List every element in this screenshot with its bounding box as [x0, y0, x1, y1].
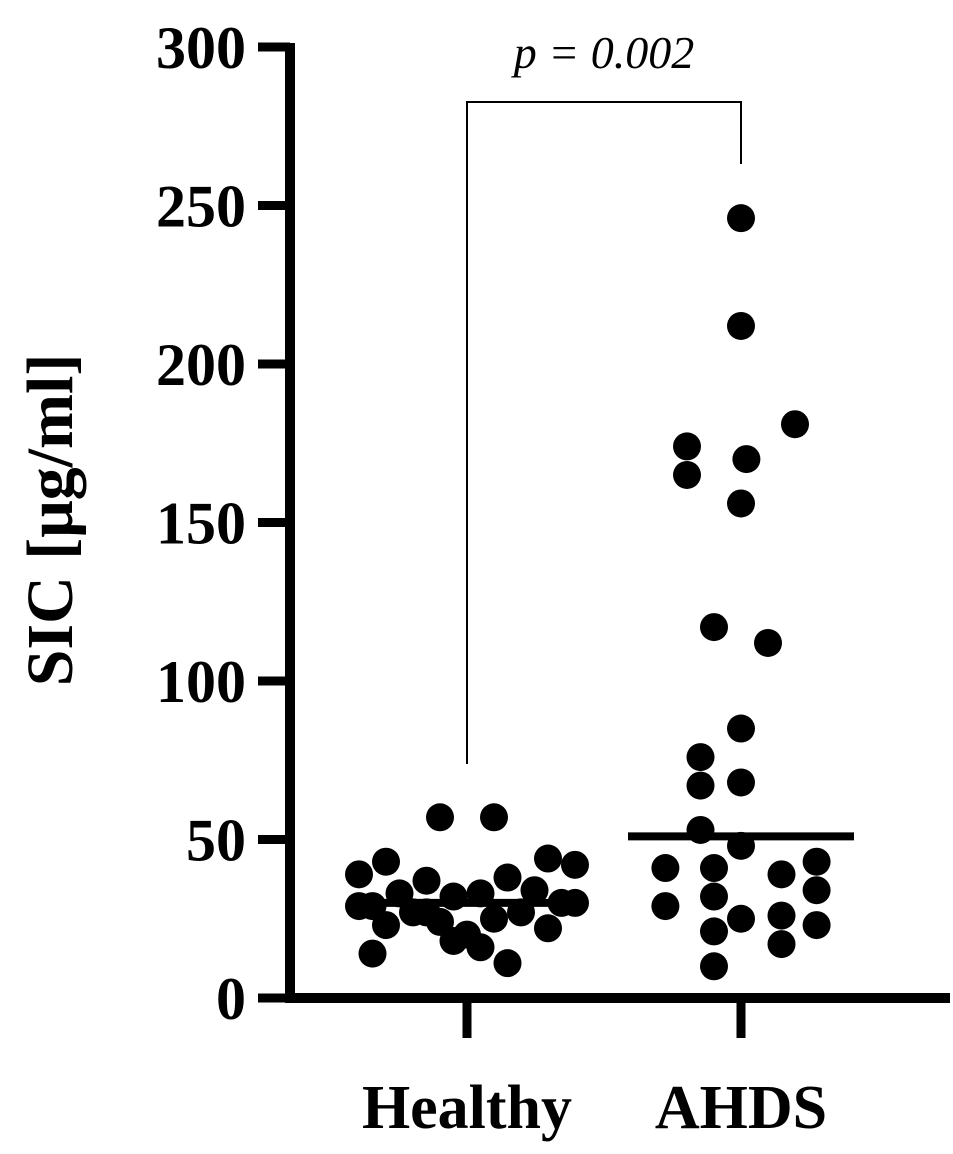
data-point — [727, 768, 755, 797]
data-point — [700, 917, 728, 946]
median-lines — [354, 832, 854, 907]
data-point — [651, 854, 680, 883]
data-point — [700, 613, 728, 642]
data-point — [520, 876, 549, 905]
data-point — [700, 854, 728, 883]
data-point — [754, 628, 782, 657]
data-point — [727, 489, 755, 518]
data-point — [767, 901, 796, 930]
data-point — [412, 866, 441, 895]
data-point — [732, 445, 761, 474]
p-value-label: p = 0.002 — [511, 27, 695, 78]
data-point — [673, 460, 701, 489]
data-point — [686, 743, 715, 772]
data-point — [561, 850, 589, 879]
data-point — [372, 911, 400, 940]
significance-bracket-line — [466, 101, 742, 764]
x-ticks: Healthy AHDS — [362, 998, 827, 1142]
data-point — [802, 847, 831, 876]
x-tick-label: Healthy — [362, 1074, 572, 1142]
data-point — [802, 876, 831, 905]
y-tick-label: 50 — [186, 808, 246, 874]
data-point — [345, 860, 373, 889]
data-point — [534, 844, 562, 873]
y-axis-label: SIC [μg/ml] — [14, 354, 87, 687]
data-point — [480, 803, 508, 832]
data-point — [493, 949, 522, 978]
data-point — [480, 904, 508, 933]
data-point — [686, 771, 715, 800]
y-tick-label: 250 — [156, 174, 246, 240]
significance-bracket: p = 0.002 — [466, 27, 742, 764]
data-point — [358, 939, 387, 968]
data-point — [767, 860, 796, 889]
data-point — [372, 847, 400, 876]
data-point — [781, 410, 809, 439]
data-point — [700, 882, 728, 911]
data-point — [727, 904, 755, 933]
data-point — [727, 714, 755, 743]
y-tick-label: 200 — [156, 332, 246, 398]
data-point — [727, 204, 755, 233]
data-point — [453, 920, 481, 949]
data-point — [534, 914, 562, 943]
x-tick-label: AHDS — [655, 1074, 827, 1142]
y-ticks: 0 50 100 150 200 250 300 — [156, 15, 290, 1032]
data-point — [651, 892, 680, 921]
data-point — [426, 803, 454, 832]
data-point — [802, 911, 831, 940]
data-points — [345, 204, 831, 981]
y-tick-label: 150 — [156, 491, 246, 557]
data-point — [727, 311, 755, 340]
data-point — [493, 863, 522, 892]
y-tick-label: 300 — [156, 15, 246, 81]
data-point — [700, 952, 728, 981]
data-point — [673, 432, 701, 461]
y-tick-label: 0 — [216, 966, 246, 1032]
data-point — [767, 930, 796, 959]
y-tick-label: 100 — [156, 649, 246, 715]
